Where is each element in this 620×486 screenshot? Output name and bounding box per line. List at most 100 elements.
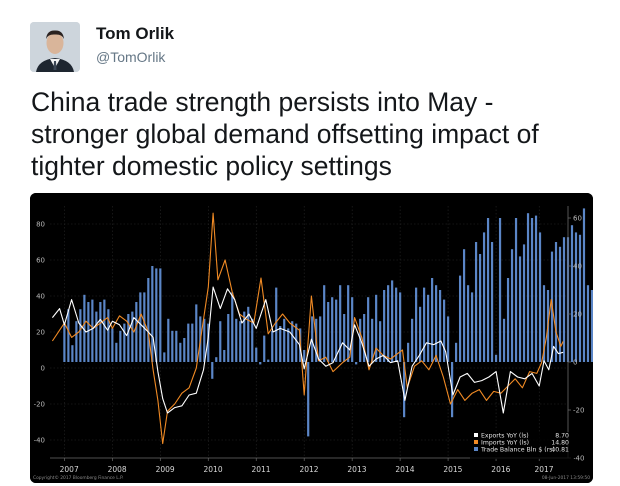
trade-balance-bar bbox=[383, 290, 386, 362]
trade-balance-bar bbox=[235, 318, 238, 362]
trade-balance-bar bbox=[179, 342, 182, 362]
trade-balance-bar bbox=[347, 285, 350, 362]
x-tick-label: 2009 bbox=[156, 465, 175, 474]
trade-balance-bar bbox=[107, 309, 110, 362]
trade-balance-bar bbox=[331, 297, 334, 362]
left-tick-label: -40 bbox=[34, 437, 45, 445]
trade-balance-bar bbox=[399, 292, 402, 362]
trade-balance-bar bbox=[339, 285, 342, 362]
right-tick-label: 20 bbox=[573, 311, 582, 319]
trade-balance-bar bbox=[403, 362, 406, 418]
trade-balance-bar bbox=[323, 285, 326, 362]
trade-balance-bar bbox=[131, 311, 134, 362]
trade-balance-bar bbox=[407, 342, 410, 362]
trade-balance-bar bbox=[458, 275, 462, 362]
trade-balance-bar bbox=[167, 318, 170, 362]
trade-balance-bars bbox=[63, 208, 593, 437]
left-tick-label: 40 bbox=[36, 293, 45, 301]
trade-balance-bar bbox=[295, 323, 298, 362]
trade-balance-bar bbox=[123, 323, 126, 362]
trade-balance-bar bbox=[375, 294, 378, 362]
legend-label-balance: Trade Balance Bln $ (rs) bbox=[480, 447, 555, 454]
trade-balance-bar bbox=[502, 318, 506, 362]
x-tick-label: 2015 bbox=[443, 465, 462, 474]
trade-balance-bar bbox=[151, 266, 154, 362]
trade-balance-bar bbox=[474, 242, 478, 362]
right-tick-label: 60 bbox=[573, 215, 582, 223]
trade-balance-bar bbox=[435, 285, 438, 362]
x-tick-label: 2013 bbox=[347, 465, 366, 474]
trade-balance-bar bbox=[119, 330, 122, 362]
author-handle[interactable]: @TomOrlik bbox=[96, 49, 166, 65]
author-name[interactable]: Tom Orlik bbox=[96, 24, 175, 43]
author-avatar[interactable] bbox=[30, 22, 80, 72]
trade-balance-bar bbox=[223, 350, 226, 362]
trade-balance-bar bbox=[530, 218, 534, 362]
right-tick-label: -40 bbox=[573, 455, 584, 463]
trade-balance-bar bbox=[478, 254, 482, 362]
legend-label-exports: Exports YoY (ls) bbox=[481, 433, 529, 440]
trade-balance-bar bbox=[83, 294, 86, 362]
trade-balance-bar bbox=[287, 328, 290, 362]
legend-value-exports: 8.70 bbox=[555, 433, 569, 440]
trade-balance-bar bbox=[514, 218, 518, 362]
trade-balance-bar bbox=[251, 318, 254, 362]
trade-balance-bar bbox=[127, 314, 130, 362]
trade-balance-bar bbox=[510, 249, 514, 362]
trade-balance-bar bbox=[518, 256, 522, 362]
trade-balance-bar bbox=[574, 232, 578, 362]
trade-balance-bar bbox=[267, 359, 270, 362]
left-tick-label: 80 bbox=[36, 221, 45, 229]
trade-balance-bar bbox=[534, 215, 538, 362]
trade-balance-bar bbox=[275, 287, 278, 362]
trade-balance-bar bbox=[255, 347, 258, 362]
trade-balance-bar bbox=[263, 335, 266, 362]
trade-balance-bar bbox=[446, 316, 450, 362]
trade-balance-bar bbox=[147, 278, 150, 362]
trade-balance-bar bbox=[466, 285, 470, 362]
chart-legend: Exports YoY (ls) 8.70 Imports YoY (ls) 1… bbox=[470, 432, 574, 459]
legend-value-imports: 14.80 bbox=[551, 440, 569, 447]
trade-balance-bar bbox=[415, 287, 418, 362]
trade-balance-bar bbox=[522, 244, 526, 362]
trade-balance-bar bbox=[307, 362, 310, 437]
trade-balance-bar bbox=[411, 318, 414, 362]
trade-balance-bar bbox=[371, 318, 374, 362]
trade-balance-bar bbox=[155, 268, 158, 362]
chart-timestamp: 08-Jun-2017 13:59:50 bbox=[542, 475, 590, 481]
trade-balance-bar bbox=[227, 314, 230, 362]
legend-box bbox=[470, 432, 574, 459]
x-tick-label: 2014 bbox=[395, 465, 414, 474]
legend-value-balance: 40.81 bbox=[551, 447, 569, 454]
trade-balance-bar bbox=[191, 323, 194, 362]
trade-balance-bar bbox=[582, 208, 586, 362]
trade-balance-bar bbox=[558, 246, 562, 362]
trade-balance-bar bbox=[143, 292, 146, 362]
trade-balance-bar bbox=[431, 278, 434, 362]
trade-balance-bar bbox=[367, 297, 370, 362]
tweet-chart-image[interactable]: 80 60 40 20 0 -20 -40 60 40 20 0 -20 -40 2007 2008 2009… bbox=[30, 193, 593, 483]
trade-balance-bar bbox=[103, 299, 106, 362]
x-tick-label: 2007 bbox=[60, 465, 79, 474]
trade-balance-bar bbox=[311, 316, 314, 362]
x-tick-label: 2008 bbox=[108, 465, 127, 474]
legend-label-imports: Imports YoY (ls) bbox=[481, 440, 529, 447]
trade-balance-bar bbox=[215, 357, 218, 362]
x-tick-label: 2010 bbox=[204, 465, 223, 474]
trade-balance-bar bbox=[462, 249, 466, 362]
trade-balance-bar bbox=[470, 292, 474, 362]
imports-line bbox=[51, 212, 564, 445]
trade-balance-bar bbox=[351, 297, 354, 362]
trade-balance-bar bbox=[303, 350, 306, 362]
trade-balance-bar bbox=[494, 354, 498, 362]
trade-balance-bar bbox=[271, 330, 274, 362]
trade-balance-bar bbox=[395, 287, 398, 362]
right-tick-label: -20 bbox=[573, 407, 584, 415]
trade-balance-bar bbox=[442, 299, 446, 362]
left-tick-label: 60 bbox=[36, 257, 45, 265]
trade-balance-bar bbox=[291, 321, 294, 362]
trade-balance-bar bbox=[159, 268, 162, 362]
trade-balance-bar bbox=[139, 292, 142, 362]
trade-balance-bar bbox=[67, 309, 70, 362]
left-tick-label: -20 bbox=[34, 401, 45, 409]
